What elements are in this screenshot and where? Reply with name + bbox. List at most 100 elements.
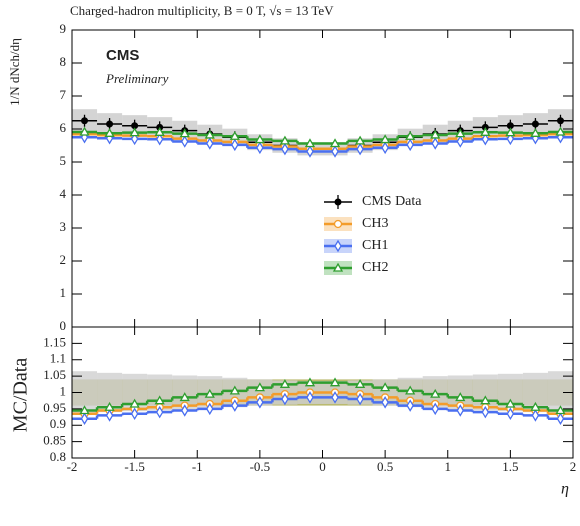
x-tick-label: -1 <box>192 459 203 474</box>
marker <box>105 409 114 422</box>
marker <box>129 398 140 408</box>
marker <box>206 137 214 150</box>
y-tick-label: 8 <box>60 54 67 69</box>
y-tick-label: 3 <box>60 219 67 234</box>
marker <box>179 128 190 138</box>
data-point <box>106 120 114 128</box>
x-axis-title: η <box>561 481 569 498</box>
x-tick-label: 1.5 <box>502 459 518 474</box>
marker <box>279 379 291 388</box>
marker <box>381 141 389 155</box>
marker <box>331 391 339 404</box>
legend-marker <box>332 262 344 272</box>
x-tick-label: 0 <box>319 459 326 474</box>
y-tick-label: 1 <box>60 285 67 300</box>
marker <box>231 138 239 152</box>
marker <box>256 141 264 155</box>
x-tick-label: -0.5 <box>250 459 271 474</box>
marker <box>505 398 516 408</box>
marker <box>356 392 364 406</box>
experiment-label: CMS <box>106 47 139 64</box>
marker <box>179 392 190 402</box>
marker <box>130 132 139 146</box>
status-label: Preliminary <box>105 71 169 86</box>
marker <box>406 138 414 152</box>
legend-label: CMS Data <box>362 194 422 209</box>
marker <box>206 402 214 416</box>
marker <box>555 405 566 415</box>
legend-marker <box>334 198 342 206</box>
marker <box>80 412 89 425</box>
marker <box>456 135 465 148</box>
y-tick-label: 2 <box>60 252 67 267</box>
marker <box>455 128 466 138</box>
x-tick-label: 2 <box>570 459 577 474</box>
marker <box>306 391 314 404</box>
marker <box>431 137 439 150</box>
marker <box>381 396 389 409</box>
marker <box>306 145 314 158</box>
marker <box>180 135 189 148</box>
marker <box>155 405 164 419</box>
marker <box>229 130 240 140</box>
marker <box>530 127 541 137</box>
marker <box>281 142 289 156</box>
x-tick-label: -1.5 <box>124 459 145 474</box>
marker <box>254 134 265 144</box>
marker <box>329 377 341 387</box>
marker <box>456 404 465 417</box>
marker <box>506 407 515 421</box>
marker <box>256 396 264 409</box>
marker <box>104 127 115 137</box>
marker <box>155 132 164 146</box>
marker <box>556 412 565 425</box>
data-point <box>81 117 89 125</box>
marker <box>130 407 139 421</box>
marker <box>354 135 366 145</box>
marker <box>531 409 540 422</box>
marker <box>380 134 391 144</box>
marker <box>79 126 90 136</box>
marker <box>331 145 339 158</box>
marker <box>231 399 239 412</box>
chart-title: Charged-hadron multiplicity, B = 0 T, √s… <box>70 3 334 18</box>
marker <box>430 388 441 398</box>
x-tick-label: -2 <box>67 459 78 474</box>
marker <box>329 138 341 148</box>
marker <box>455 392 466 402</box>
legend-label: CH2 <box>362 260 388 275</box>
marker <box>480 126 491 136</box>
legend-marker <box>334 239 342 253</box>
y-tick-label: 4 <box>60 186 67 201</box>
legend-label: CH1 <box>362 238 388 253</box>
y-tick-label: 0.9 <box>50 416 66 431</box>
y-tick-label: 1.05 <box>43 367 66 382</box>
marker <box>405 130 416 140</box>
marker <box>279 135 291 145</box>
marker <box>154 126 165 136</box>
marker <box>281 392 289 406</box>
marker <box>254 382 265 392</box>
x-tick-label: 1 <box>445 459 452 474</box>
y-tick-label: 1 <box>60 383 67 398</box>
marker <box>405 385 416 395</box>
marker <box>555 126 566 136</box>
legend-marker <box>333 219 343 229</box>
legend-label: CH3 <box>362 216 388 231</box>
marker <box>431 402 439 416</box>
y-tick-label: 1.15 <box>43 334 66 349</box>
marker <box>406 399 414 412</box>
marker <box>304 138 316 148</box>
data-point <box>506 122 514 130</box>
y-axis-title: 1/N dNch/dη <box>7 38 22 106</box>
data-point <box>131 122 139 130</box>
marker <box>505 127 516 137</box>
marker <box>380 382 391 392</box>
marker <box>480 395 491 405</box>
marker <box>180 404 189 417</box>
marker <box>79 405 90 415</box>
y-tick-label: 5 <box>60 153 67 168</box>
marker <box>204 129 215 139</box>
marker <box>304 377 316 387</box>
